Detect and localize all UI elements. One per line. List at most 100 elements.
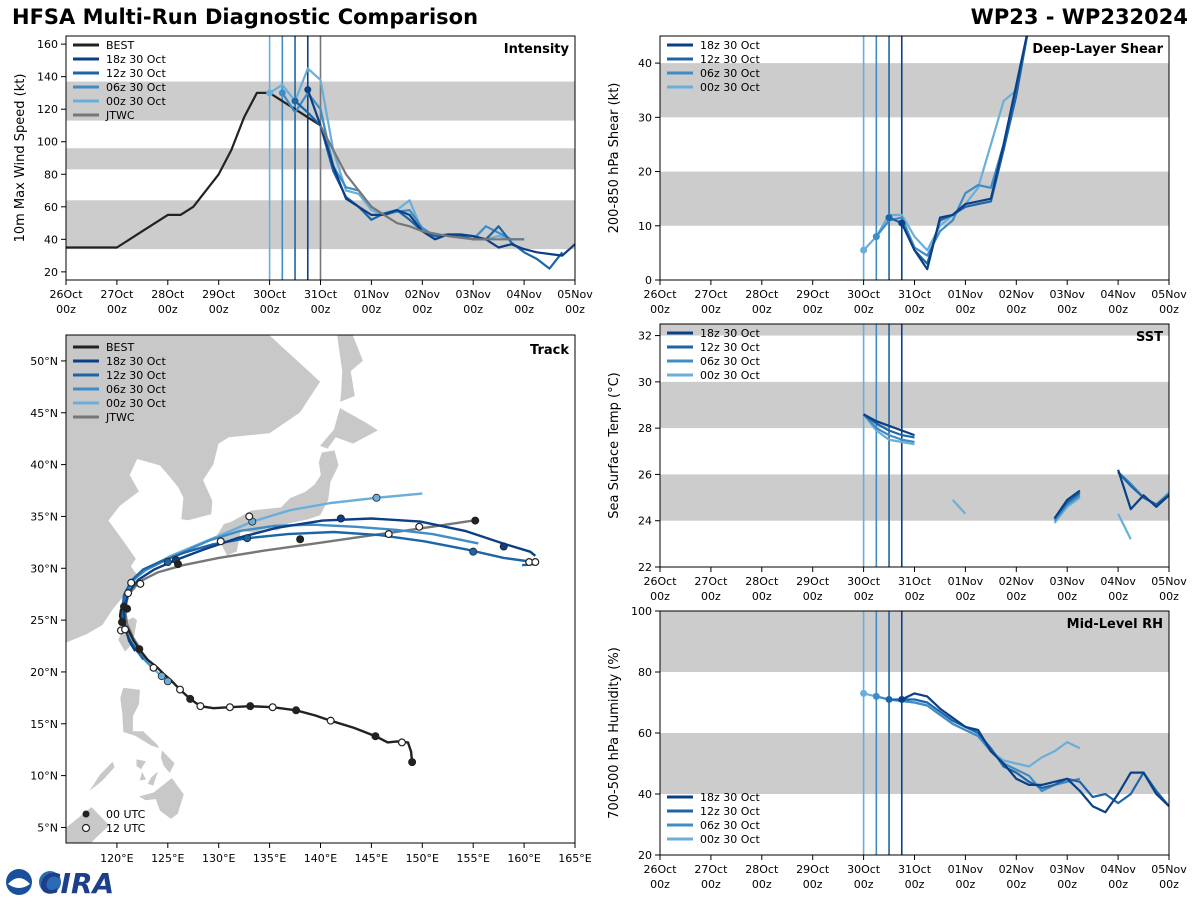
- track-marker-12utc: [196, 702, 205, 711]
- track-legend-label: 12z 30 Oct: [106, 369, 166, 382]
- sst-series-r18-8: [1053, 489, 1081, 520]
- sst-legend-label: 12z 30 Oct: [700, 341, 760, 354]
- rh-xtick-day: 04Nov: [1100, 863, 1136, 876]
- shear-xtick-hour: 00z: [905, 303, 925, 316]
- sst-series-r18-3: [863, 413, 915, 437]
- cira-logo: CIRA: [6, 867, 114, 900]
- rh-series-r12-2: [889, 698, 1169, 807]
- intensity-xtick-day: 04Nov: [506, 288, 542, 301]
- shear-xtick-hour: 00z: [854, 303, 874, 316]
- track-marker-00utc: [296, 535, 305, 544]
- rh-xtick-day: 02Nov: [999, 863, 1035, 876]
- sst-xtick-day: 31Oct: [898, 575, 932, 588]
- track-marker-00utc: [186, 694, 195, 703]
- rh-xtick-hour: 00z: [1159, 878, 1179, 891]
- sst-ylabel: Sea Surface Temp (°C): [607, 372, 622, 519]
- track-marker-12utc: [531, 558, 540, 567]
- shear-xtick-day: 27Oct: [694, 288, 728, 301]
- track-marker-00utc: [246, 702, 255, 711]
- shear-ylabel: 200-850 hPa Shear (kt): [607, 83, 622, 234]
- plot-area-sst: [660, 324, 1169, 567]
- sst-series-r00-9: [1117, 513, 1132, 540]
- rh-xtick-hour: 00z: [854, 878, 874, 891]
- land-polygon-3: [318, 407, 380, 450]
- shear-xtick-hour: 00z: [1108, 303, 1128, 316]
- sst-xtick-hour: 00z: [1159, 590, 1179, 603]
- sst-ytick-label: 28: [638, 422, 652, 435]
- rh-legend-label: 00z 30 Oct: [700, 833, 760, 846]
- rh-xtick-day: 27Oct: [694, 863, 728, 876]
- shear-xtick-hour: 00z: [803, 303, 823, 316]
- track-marker-00utc: [163, 677, 172, 686]
- track-marker-00utc: [243, 534, 252, 543]
- shear-xtick-day: 28Oct: [745, 288, 779, 301]
- sst-xtick-hour: 00z: [650, 590, 670, 603]
- shear-ytick-label: 10: [638, 220, 652, 233]
- intensity-panel-title: Intensity: [504, 42, 570, 57]
- track-xtick-label: 135°E: [253, 852, 286, 865]
- land-polygon-12: [3, 670, 25, 693]
- sst-ytick-label: 26: [638, 468, 652, 481]
- track-ytick-label: 45°N: [30, 407, 58, 420]
- rh-xtick-day: 05Nov: [1151, 863, 1187, 876]
- track-legend-00utc-marker: [82, 810, 90, 818]
- shear-xtick-hour: 00z: [1159, 303, 1179, 316]
- shear-ytick-label: 30: [638, 111, 652, 124]
- intensity-ytick-label: 140: [37, 71, 58, 84]
- rh-ytick-label: 80: [638, 666, 652, 679]
- shear-start-point-r12: [885, 214, 893, 222]
- cira-logo-text: CIRA: [40, 867, 114, 900]
- track-xtick-label: 130°E: [202, 852, 235, 865]
- plot-area-shear: [660, 36, 1169, 280]
- track-marker-00utc: [336, 514, 345, 523]
- panel-track: 120°E 125°E 130°E 135°E 140°E 145°E 150°E 155°E…: [3, 334, 592, 865]
- sst-legend-label: 06z 30 Oct: [700, 355, 760, 368]
- track-marker-12utc: [121, 625, 130, 634]
- sst-xtick-hour: 00z: [1108, 590, 1128, 603]
- rh-xtick-day: 01Nov: [948, 863, 984, 876]
- intensity-xtick-day: 03Nov: [455, 288, 491, 301]
- shear-band-1: [660, 63, 1169, 118]
- shear-xtick-day: 26Oct: [643, 288, 677, 301]
- intensity-start-point-r18: [304, 86, 312, 94]
- shear-xtick-hour: 00z: [1006, 303, 1026, 316]
- track-xtick-label: 165°E: [558, 852, 591, 865]
- track-xtick-label: 120°E: [100, 852, 133, 865]
- intensity-legend-label: JTWC: [105, 109, 135, 122]
- intensity-xtick-day: 28Oct: [151, 288, 185, 301]
- rh-xtick-day: 28Oct: [745, 863, 779, 876]
- rh-ytick-label: 20: [638, 849, 652, 862]
- track-xtick-label: 160°E: [507, 852, 540, 865]
- shear-band-0: [660, 171, 1169, 226]
- track-ytick-label: 5°N: [37, 821, 58, 834]
- intensity-xtick-hour: 00z: [260, 303, 280, 316]
- rh-xtick-hour: 00z: [1057, 878, 1077, 891]
- shear-start-point-r06: [872, 233, 880, 241]
- sst-xtick-hour: 00z: [701, 590, 721, 603]
- rh-xtick-hour: 00z: [701, 878, 721, 891]
- sst-series-r12-2: [862, 413, 915, 439]
- intensity-xtick-hour: 00z: [56, 303, 76, 316]
- track-marker-12utc: [397, 738, 406, 747]
- track-legend-12utc-label: 12 UTC: [106, 822, 146, 835]
- track-legend-label: 18z 30 Oct: [106, 355, 166, 368]
- track-ytick-label: 25°N: [30, 614, 58, 627]
- land-polygon-4: [336, 335, 364, 403]
- intensity-legend-label: 00z 30 Oct: [106, 95, 166, 108]
- track-ytick-label: 10°N: [30, 770, 58, 783]
- sst-xtick-hour: 00z: [803, 590, 823, 603]
- track-ytick-label: 30°N: [30, 562, 58, 575]
- intensity-xtick-hour: 00z: [311, 303, 331, 316]
- rh-xtick-hour: 00z: [1108, 878, 1128, 891]
- storm-id: WP23 - WP232024: [970, 5, 1188, 29]
- track-marker-12utc: [245, 512, 254, 521]
- sst-ytick-label: 30: [638, 376, 652, 389]
- track-xtick-label: 155°E: [456, 852, 489, 865]
- track-marker-00utc: [117, 618, 126, 627]
- intensity-legend-label: 12z 30 Oct: [106, 67, 166, 80]
- track-marker-00utc: [135, 645, 144, 654]
- shear-xtick-day: 03Nov: [1049, 288, 1085, 301]
- land-polygon-0: [66, 335, 321, 644]
